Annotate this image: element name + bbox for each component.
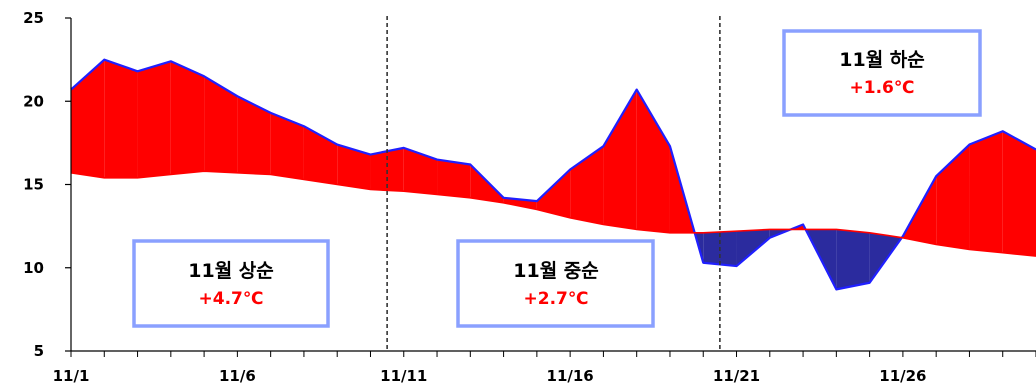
- y-tick-label: 20: [23, 92, 44, 110]
- x-tick-label: 11/16: [547, 367, 594, 385]
- x-tick-label: 11/1: [53, 367, 90, 385]
- y-tick-label: 10: [23, 259, 44, 277]
- area-segment-above: [1002, 131, 1036, 257]
- series-line-observed: [70, 58, 1036, 291]
- annotation-value: +2.7℃: [524, 289, 589, 309]
- y-tick-label: 15: [23, 176, 44, 194]
- annotation-box-early-nov: 11월 상순 +4.7℃: [132, 239, 330, 328]
- area-segment-above: [370, 147, 404, 192]
- annotation-box-mid-nov: 11월 중순 +2.7℃: [456, 239, 655, 328]
- annotation-value: +4.7℃: [199, 289, 264, 309]
- annotation-value: +1.6℃: [850, 78, 915, 98]
- area-segment-above: [237, 96, 271, 175]
- annotation-title: 11월 중순: [513, 260, 599, 282]
- series-line-normal: [70, 170, 1036, 257]
- area-segment-above: [636, 89, 670, 233]
- annotation-title: 11월 하순: [839, 49, 925, 71]
- area-segment-above: [570, 146, 604, 225]
- area-segment-below: [736, 229, 770, 267]
- area-segment-above: [104, 59, 138, 178]
- x-ticks: 11/1 11/6 11/11 11/16 11/21 11/26: [53, 351, 1036, 385]
- area-segment-above: [71, 59, 105, 178]
- y-tick-label: 5: [34, 342, 44, 360]
- area-segment-above: [603, 89, 637, 230]
- x-tick-label: 11/21: [713, 367, 760, 385]
- series-lines: [70, 58, 1036, 291]
- x-tick-label: 11/26: [879, 367, 926, 385]
- annotation-title: 11월 상순: [188, 260, 274, 282]
- area-segment-above: [403, 147, 438, 195]
- area-segment-above: [270, 112, 304, 180]
- area-segment-above: [137, 61, 171, 178]
- annotation-box-late-nov: 11월 하순 +1.6℃: [782, 29, 982, 117]
- area-segment-above: [536, 169, 571, 218]
- x-tick-label: 11/6: [219, 367, 256, 385]
- area-segment-above: [204, 76, 238, 173]
- area-segment-above: [170, 61, 205, 175]
- area-segment-above: [437, 159, 471, 198]
- area-segment-above: [936, 144, 970, 250]
- area-segment-below: [836, 229, 870, 290]
- area-segment-above: [337, 144, 371, 190]
- x-tick-label: 11/11: [380, 367, 427, 385]
- area-segment-above: [969, 131, 1003, 253]
- y-tick-label: 25: [23, 9, 44, 27]
- y-ticks: 5 10 15 20 25: [23, 9, 71, 360]
